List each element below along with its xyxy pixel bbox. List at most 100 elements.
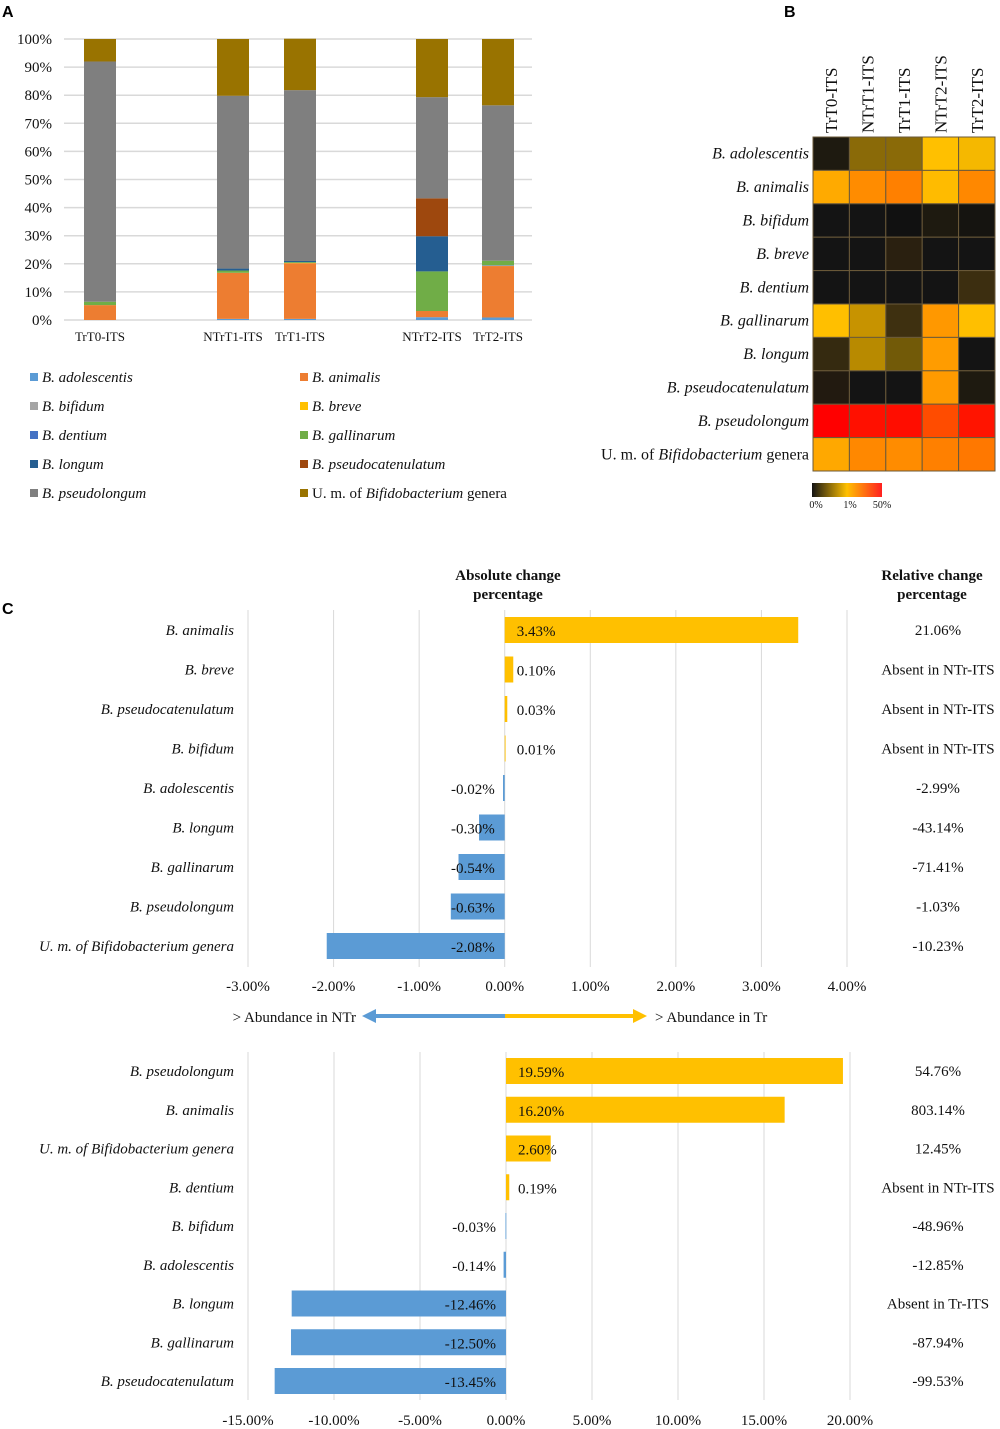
relative-change-value: -12.85%: [912, 1258, 963, 1274]
heatmap-cell: [848, 270, 887, 305]
absolute-change-title: Absolute change: [455, 568, 561, 584]
y-tick-label: 0%: [32, 313, 52, 329]
colorbar-label: 0%: [809, 500, 822, 511]
legend-label: B. gallinarum: [312, 428, 396, 444]
bar-segment: [284, 260, 316, 263]
heatmap-cell: [885, 303, 923, 338]
heatmap-row-label: B. gallinarum: [720, 313, 809, 330]
x-tick-label: NTrT1-ITS: [203, 329, 262, 344]
heatmap-column-label: TrT2-ITS: [968, 68, 987, 134]
bar-segment: [416, 97, 448, 199]
legend-label: B. pseudocatenulatum: [312, 457, 445, 473]
heatmap-row-label: B. longum: [743, 346, 809, 363]
heatmap-cell: [848, 236, 887, 272]
x-tick-label: TrT1-ITS: [275, 329, 325, 344]
legend-swatch: [30, 373, 38, 381]
relative-change-value: Absent in NTr-ITS: [881, 663, 994, 679]
bar: [326, 933, 505, 959]
relative-change-value: Absent in NTr-ITS: [881, 1180, 994, 1196]
heatmap-cell: [812, 336, 850, 372]
relative-change-title-line2: percentage: [897, 587, 967, 603]
panel-label-b: B: [784, 4, 796, 21]
category-label: B. pseudocatenulatum: [101, 702, 234, 718]
bar: [506, 1174, 510, 1201]
heatmap-cell: [848, 403, 887, 439]
heatmap-cell: [921, 403, 960, 439]
bar-segment: [482, 39, 514, 106]
heatmap-cell: [848, 136, 887, 171]
bar-value-label: 0.01%: [517, 743, 556, 759]
bar-value-label: -0.63%: [451, 901, 495, 917]
category-label: B. gallinarum: [151, 1335, 235, 1351]
legend-swatch: [300, 431, 308, 439]
panel-label-c: C: [2, 601, 14, 618]
bar-segment: [284, 263, 316, 319]
x-tick-label: NTrT2-ITS: [402, 329, 461, 344]
bar-segment: [84, 301, 116, 306]
x-tick-label: 10.00%: [655, 1413, 701, 1429]
category-label: B. longum: [172, 821, 234, 837]
bar-segment: [284, 38, 316, 91]
heatmap-cell: [812, 370, 850, 405]
y-tick-label: 40%: [25, 201, 53, 217]
absolute-change-title-line2: percentage: [473, 587, 543, 603]
heatmap-cell: [812, 437, 850, 472]
category-label: B. pseudolongum: [130, 1064, 234, 1080]
relative-change-value: -43.14%: [912, 821, 963, 837]
x-tick-label: -3.00%: [226, 979, 270, 995]
heatmap-column-label: TrT0-ITS: [822, 68, 841, 134]
bar-segment: [416, 236, 448, 272]
legend-label: B. bifidum: [42, 399, 105, 415]
legend-swatch: [30, 460, 38, 468]
heatmap-cell: [921, 136, 960, 171]
relative-change-value: Absent in NTr-ITS: [881, 702, 994, 718]
heatmap-cell: [958, 437, 996, 472]
label-part: Bifidobacterium: [658, 446, 762, 463]
category-label: B. animalis: [166, 1103, 234, 1119]
y-tick-label: 50%: [25, 173, 53, 189]
heatmap-cell: [958, 336, 996, 372]
heatmap-cell: [885, 270, 923, 305]
bar: [504, 656, 514, 683]
label-part: U. m. of: [312, 486, 366, 502]
abundance-ntr-annotation: > Abundance in NTr: [233, 1010, 356, 1026]
bar-value-label: 2.60%: [518, 1143, 557, 1159]
heatmap-cell: [885, 437, 923, 472]
heatmap-cell: [848, 303, 887, 338]
x-tick-label: TrT2-ITS: [473, 329, 523, 344]
bar-segment: [217, 268, 249, 271]
heatmap-row-label: B. pseudolongum: [698, 413, 809, 430]
x-tick-label: 3.00%: [742, 979, 781, 995]
bar-segment: [84, 305, 116, 320]
bar-segment: [482, 266, 514, 318]
legend-label: U. m. of Bifidobacterium genera: [312, 486, 507, 502]
y-tick-label: 20%: [25, 257, 53, 273]
x-tick-label: 5.00%: [573, 1413, 612, 1429]
y-tick-label: 70%: [25, 116, 53, 132]
heatmap-cell: [848, 370, 887, 405]
bar-segment: [217, 270, 249, 273]
bar-value-label: 19.59%: [518, 1065, 564, 1081]
bar-value-label: -12.50%: [445, 1336, 496, 1352]
heatmap-cell: [921, 437, 960, 472]
legend-label: B. breve: [312, 399, 362, 415]
heatmap-cell: [885, 403, 923, 439]
heatmap-cell: [812, 203, 850, 238]
relative-change-value: -99.53%: [912, 1374, 963, 1390]
bar-value-label: -2.08%: [451, 940, 495, 956]
category-label: B. pseudolongum: [130, 900, 234, 916]
bar-segment: [217, 39, 249, 96]
heatmap-cell: [848, 169, 887, 205]
bar-value-label: -0.30%: [451, 822, 495, 838]
x-tick-label: -15.00%: [222, 1413, 273, 1429]
x-tick-label: -2.00%: [312, 979, 356, 995]
category-label: B. dentium: [169, 1180, 234, 1196]
x-tick-label: -10.00%: [308, 1413, 359, 1429]
legend-swatch: [30, 489, 38, 497]
category-label: U. m. of Bifidobacterium genera: [39, 1142, 234, 1158]
legend-swatch: [300, 489, 308, 497]
heatmap-cell: [958, 403, 996, 439]
heatmap-cell: [921, 270, 960, 305]
heatmap-cell: [812, 169, 850, 205]
bar-segment: [482, 317, 514, 320]
